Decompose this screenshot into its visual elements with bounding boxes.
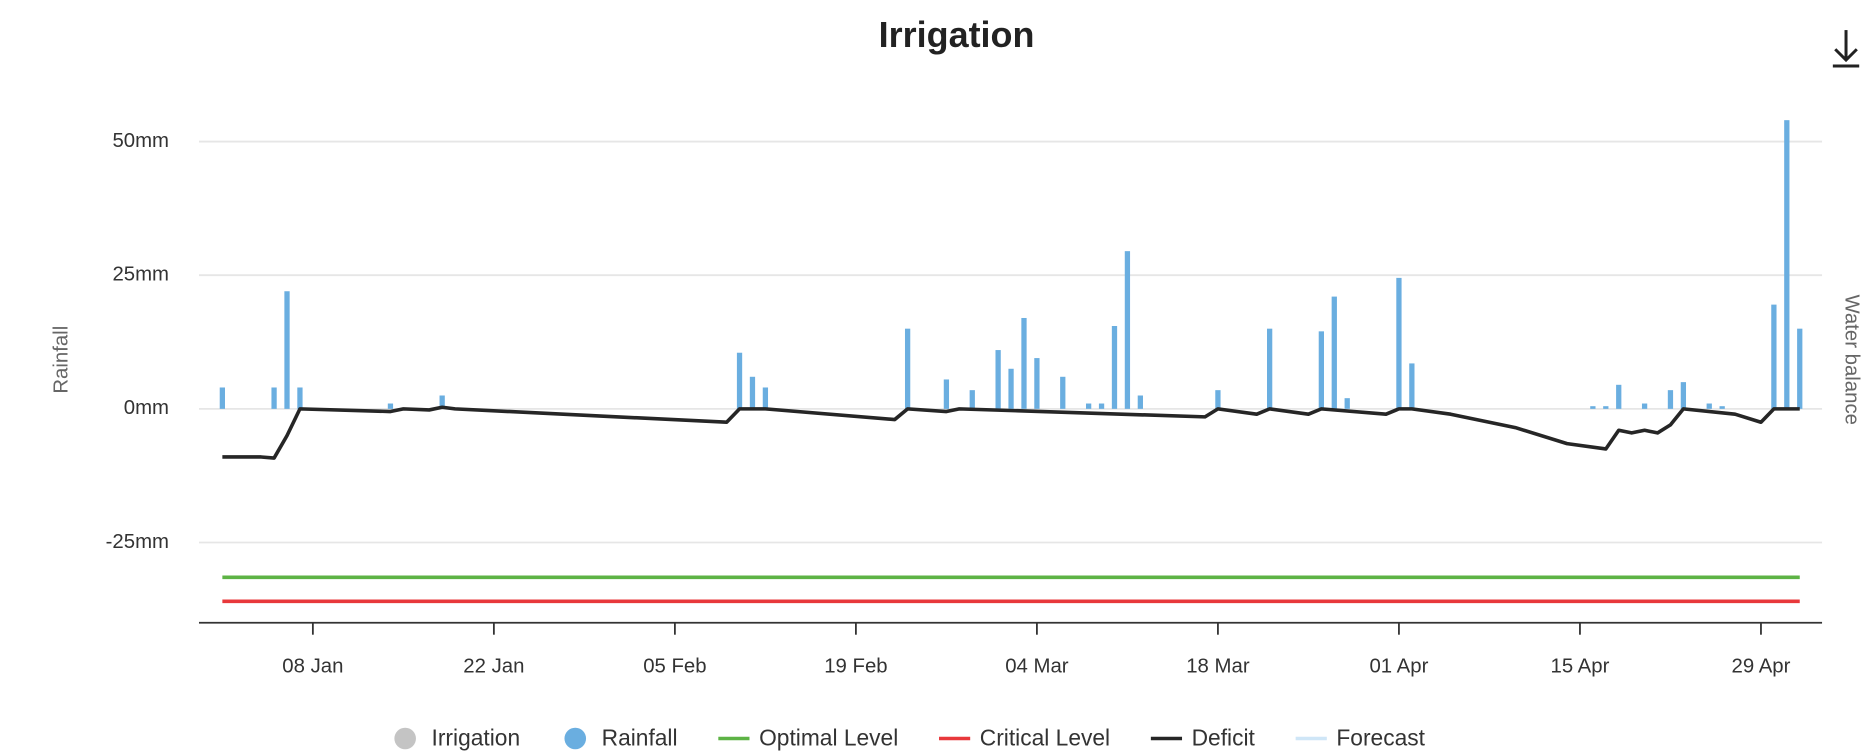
legend-label: Irrigation bbox=[432, 725, 521, 751]
bar bbox=[1590, 406, 1596, 409]
bar bbox=[1680, 382, 1687, 409]
bar bbox=[1137, 395, 1143, 409]
bar bbox=[284, 291, 290, 409]
download-button[interactable] bbox=[1832, 30, 1860, 68]
x-tick-label: 04 Mar bbox=[1005, 655, 1069, 677]
y-tick-label: 50mm bbox=[112, 130, 169, 152]
y-tick-label: -25mm bbox=[106, 531, 169, 553]
y-axis-label: Rainfall bbox=[51, 326, 73, 394]
bar bbox=[1719, 406, 1725, 409]
x-tick-label: 22 Jan bbox=[463, 655, 524, 677]
x-tick-label: 05 Feb bbox=[643, 655, 706, 677]
bar bbox=[1771, 304, 1777, 409]
bar bbox=[1396, 277, 1402, 409]
bar bbox=[1085, 403, 1092, 409]
legend-item[interactable]: Critical Level bbox=[939, 725, 1110, 751]
chart-title: Irrigation bbox=[879, 14, 1035, 55]
legend-symbol bbox=[394, 727, 416, 750]
x-tick-label: 18 Mar bbox=[1186, 655, 1250, 677]
bar bbox=[1267, 328, 1273, 409]
bar bbox=[1344, 398, 1350, 409]
bar bbox=[1215, 390, 1221, 409]
bar bbox=[439, 395, 445, 409]
bar bbox=[1060, 376, 1066, 409]
y-tick-label: 0mm bbox=[124, 397, 169, 419]
legend-item[interactable]: Deficit bbox=[1150, 725, 1256, 751]
y-tick-label: 25mm bbox=[112, 264, 169, 286]
bar bbox=[904, 328, 911, 409]
bar bbox=[943, 379, 950, 409]
legend-label: Deficit bbox=[1192, 725, 1256, 751]
bar bbox=[1098, 403, 1105, 409]
x-tick-label: 08 Jan bbox=[282, 655, 343, 677]
bar bbox=[297, 387, 303, 409]
legend-label: Forecast bbox=[1336, 725, 1425, 751]
x-tick-label: 29 Apr bbox=[1732, 655, 1791, 677]
x-tick-label: 01 Apr bbox=[1369, 655, 1428, 677]
legend-label: Critical Level bbox=[980, 725, 1110, 751]
bar bbox=[1409, 363, 1415, 409]
bar bbox=[1021, 317, 1027, 409]
bar bbox=[219, 387, 225, 409]
bar bbox=[1008, 368, 1014, 409]
bar bbox=[1667, 390, 1674, 409]
bar bbox=[1706, 403, 1712, 409]
legend-label: Optimal Level bbox=[759, 725, 898, 751]
line bbox=[222, 405, 1800, 460]
bar bbox=[1331, 296, 1337, 409]
bar bbox=[271, 387, 277, 409]
legend-label: Rainfall bbox=[602, 725, 678, 751]
bar bbox=[1124, 251, 1131, 409]
bar bbox=[387, 403, 394, 409]
legend-item[interactable]: Rainfall bbox=[564, 725, 678, 751]
bar bbox=[749, 376, 756, 409]
legend-item[interactable]: Optimal Level bbox=[718, 725, 898, 751]
bar bbox=[1784, 120, 1790, 409]
y2-axis-label: Water balance bbox=[1840, 294, 1862, 425]
legend-symbol bbox=[564, 727, 587, 750]
bar bbox=[1318, 331, 1324, 409]
bar bbox=[1603, 406, 1609, 409]
legend: Irrigation Rainfall Optimal Level Critical … bbox=[394, 725, 1426, 751]
legend-item[interactable]: Forecast bbox=[1295, 725, 1426, 751]
bar bbox=[969, 390, 975, 409]
bar bbox=[736, 352, 743, 409]
bar bbox=[1111, 325, 1118, 409]
bar bbox=[995, 350, 1001, 409]
bar bbox=[762, 387, 769, 409]
x-tick-label: 15 Apr bbox=[1551, 655, 1610, 677]
x-tick-label: 19 Feb bbox=[824, 655, 887, 677]
legend-item[interactable]: Irrigation bbox=[394, 725, 520, 751]
bar bbox=[1641, 403, 1648, 409]
bar bbox=[1034, 358, 1040, 409]
bar bbox=[1616, 384, 1622, 409]
bar bbox=[1797, 328, 1803, 409]
